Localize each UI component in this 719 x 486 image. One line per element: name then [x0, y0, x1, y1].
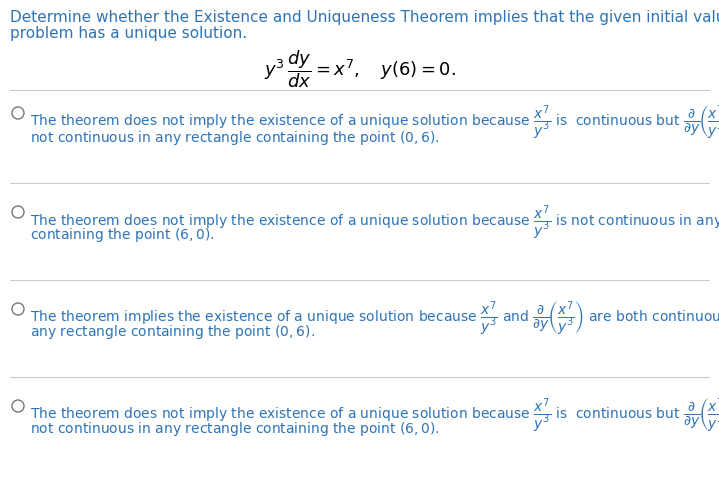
Text: problem has a unique solution.: problem has a unique solution.: [10, 26, 247, 41]
Text: not continuous in any rectangle containing the point $(0, 6)$.: not continuous in any rectangle containi…: [30, 129, 440, 147]
Text: containing the point $(6, 0)$.: containing the point $(6, 0)$.: [30, 226, 215, 244]
Text: $y^3\,\dfrac{dy}{dx} = x^7, \quad y(6) = 0.$: $y^3\,\dfrac{dy}{dx} = x^7, \quad y(6) =…: [264, 48, 456, 89]
Text: Determine whether the Existence and Uniqueness Theorem implies that the given in: Determine whether the Existence and Uniq…: [10, 10, 719, 25]
Text: The theorem implies the existence of a unique solution because $\dfrac{x^7}{y^3}: The theorem implies the existence of a u…: [30, 300, 719, 338]
Text: The theorem does not imply the existence of a unique solution because $\dfrac{x^: The theorem does not imply the existence…: [30, 203, 719, 242]
Text: The theorem does not imply the existence of a unique solution because $\dfrac{x^: The theorem does not imply the existence…: [30, 397, 719, 435]
Text: not continuous in any rectangle containing the point $(6, 0)$.: not continuous in any rectangle containi…: [30, 420, 440, 438]
Text: The theorem does not imply the existence of a unique solution because $\dfrac{x^: The theorem does not imply the existence…: [30, 104, 719, 142]
Text: any rectangle containing the point $(0, 6)$.: any rectangle containing the point $(0, …: [30, 323, 315, 341]
